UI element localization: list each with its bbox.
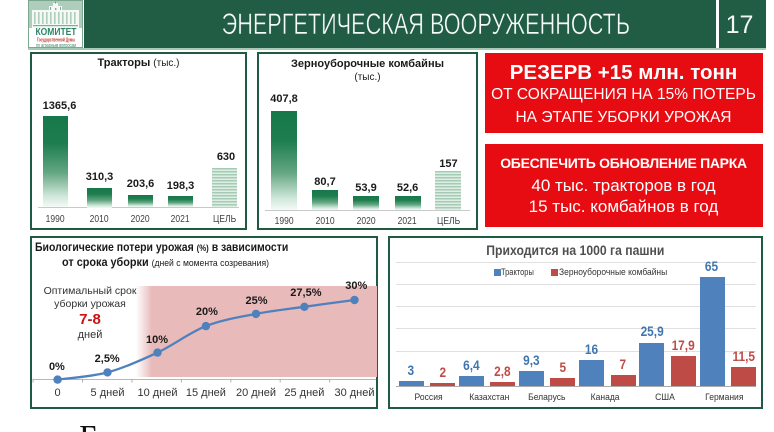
svg-text:по аграрным вопросам: по аграрным вопросам — [36, 43, 76, 47]
svg-text:Государственной Думы: Государственной Думы — [37, 37, 75, 44]
svg-text:КОМИТЕТ: КОМИТЕТ — [36, 26, 77, 38]
